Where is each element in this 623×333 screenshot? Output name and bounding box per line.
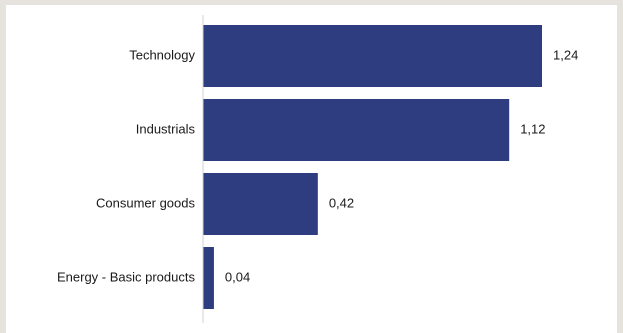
value-label-3: 0,04 [225,269,250,284]
value-labels-group: 1,24 1,12 0,42 0,04 [225,47,578,284]
bar-chart: Technology Industrials Consumer goods Energ… [57,15,578,323]
value-label-2: 0,42 [329,195,354,210]
bars-group [203,25,542,309]
bar-2 [203,173,318,235]
category-label-3: Energy - Basic products [57,269,196,284]
bar-1 [203,99,510,161]
category-label-2: Consumer goods [96,195,195,210]
category-label-1: Industrials [136,121,196,136]
chart-frame: Technology Industrials Consumer goods Energ… [6,5,617,333]
category-labels-group: Technology Industrials Consumer goods Energ… [57,47,196,284]
value-label-1: 1,12 [520,121,545,136]
bar-3 [203,247,214,309]
bar-0 [203,25,542,87]
value-label-0: 1,24 [553,47,578,62]
category-label-0: Technology [129,47,195,62]
